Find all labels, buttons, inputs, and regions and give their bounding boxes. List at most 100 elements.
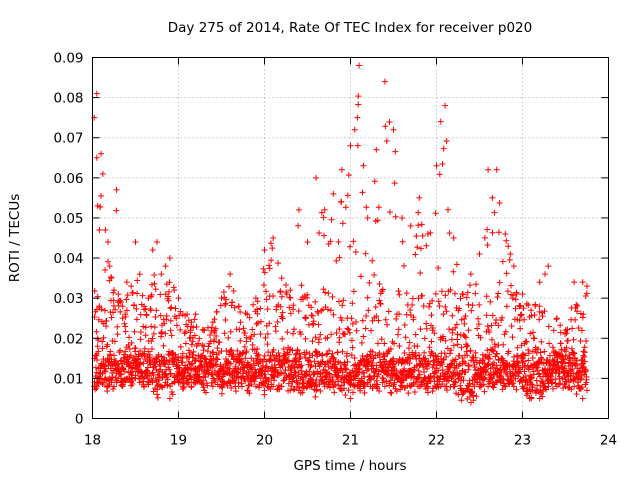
data-point [314, 370, 321, 377]
data-point [114, 331, 121, 338]
data-point [99, 338, 106, 345]
data-point [94, 202, 101, 209]
data-point [536, 395, 543, 402]
data-point [290, 302, 297, 309]
data-point [452, 379, 459, 386]
data-point [207, 353, 214, 360]
data-point [441, 350, 448, 357]
data-point [484, 323, 491, 330]
data-point [262, 364, 269, 371]
data-point [235, 303, 242, 310]
data-point [313, 174, 320, 181]
data-point [148, 338, 155, 345]
data-point [557, 340, 564, 347]
data-point [196, 335, 203, 342]
data-point [373, 383, 380, 390]
data-point [103, 323, 110, 330]
data-point [471, 364, 478, 370]
data-point [477, 334, 484, 341]
y-tick-label: 0.05 [53, 211, 83, 227]
data-point [117, 308, 124, 315]
data-point [390, 383, 397, 390]
data-point [279, 315, 286, 322]
data-point [486, 329, 493, 336]
data-point [443, 354, 450, 361]
data-point [579, 383, 586, 390]
data-point [546, 340, 553, 347]
data-point [418, 221, 425, 228]
data-point [93, 369, 100, 376]
data-point [277, 303, 284, 310]
data-point [446, 350, 453, 357]
data-point [396, 311, 403, 318]
data-point [443, 137, 450, 144]
data-point [98, 192, 105, 199]
data-point [489, 312, 496, 319]
data-point [261, 352, 268, 359]
data-point [424, 389, 431, 396]
data-point [263, 363, 270, 370]
data-point [252, 383, 259, 390]
data-point [266, 320, 273, 327]
data-point [321, 383, 328, 390]
data-point [217, 302, 224, 309]
data-point [323, 351, 330, 358]
data-point [157, 312, 164, 319]
data-point [495, 290, 502, 297]
data-point [264, 341, 271, 348]
data-point [230, 351, 237, 358]
data-point [137, 348, 144, 355]
data-point [295, 308, 302, 314]
data-point [525, 347, 532, 354]
data-point [320, 286, 327, 293]
data-point [445, 368, 452, 375]
data-point [357, 360, 364, 367]
data-point [532, 301, 539, 308]
data-point [328, 331, 335, 338]
data-point [571, 350, 578, 357]
data-point [375, 371, 382, 378]
data-point [153, 307, 160, 314]
data-point [466, 363, 473, 370]
data-point [476, 301, 483, 308]
data-point [503, 303, 510, 310]
data-point [137, 336, 144, 343]
data-point [111, 352, 118, 359]
data-point [240, 325, 247, 332]
data-point [277, 288, 284, 295]
data-point [295, 222, 302, 229]
data-point [158, 383, 165, 390]
data-point [375, 204, 382, 211]
data-point [147, 307, 154, 314]
data-point [119, 315, 126, 322]
data-point [369, 349, 376, 356]
data-point [124, 292, 131, 299]
data-point [192, 365, 199, 372]
data-point [510, 383, 517, 390]
data-point [227, 360, 234, 367]
data-point [531, 387, 538, 394]
data-point [443, 308, 450, 315]
data-point [365, 307, 372, 314]
x-tick-labels: 18 19 20 21 22 23 24 [84, 433, 617, 449]
data-point [400, 262, 407, 269]
data-point [289, 375, 296, 382]
data-point [471, 383, 478, 390]
data-point [140, 375, 147, 382]
data-point [242, 355, 249, 362]
data-point [488, 336, 495, 343]
data-point [190, 324, 197, 331]
data-point [440, 145, 447, 152]
data-point [528, 374, 535, 381]
data-point [121, 320, 128, 327]
data-point [270, 373, 277, 380]
data-point [298, 362, 305, 369]
data-point [247, 336, 254, 343]
data-point [349, 320, 356, 327]
data-point [538, 309, 545, 316]
data-point [193, 323, 200, 330]
data-point [140, 323, 147, 330]
data-point [444, 345, 451, 352]
data-point [387, 389, 394, 396]
data-point [314, 308, 321, 315]
